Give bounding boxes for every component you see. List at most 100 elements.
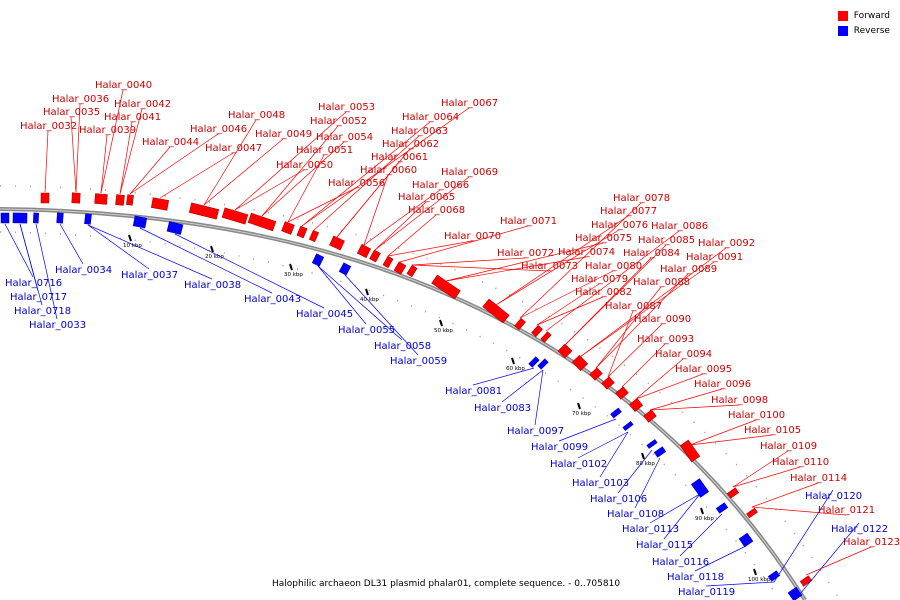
forward-gene-block: [799, 575, 813, 587]
reverse-gene-block: [537, 358, 549, 370]
reverse-leader-line: [694, 545, 747, 572]
forward-leader-line: [234, 169, 305, 211]
reverse-leader-line: [679, 513, 723, 557]
reverse-leader-line: [344, 274, 419, 356]
legend-reverse-label: Reverse: [853, 25, 890, 36]
reverse-gene-block: [738, 532, 754, 548]
forward-leader-line: [689, 434, 773, 446]
reverse-gene-block: [166, 221, 184, 235]
reverse-gene-label: Halar_0097: [507, 426, 564, 437]
reverse-gene-label: Halar_0718: [14, 306, 71, 317]
forward-leader-line: [607, 310, 634, 378]
reverse-gene-label: Halar_0102: [550, 459, 607, 470]
reverse-gene-block: [338, 262, 352, 276]
forward-leader-line: [732, 466, 801, 488]
forward-leader-line: [579, 261, 715, 358]
forward-leader-line: [399, 225, 529, 263]
forward-gene-label: Halar_0091: [686, 252, 743, 263]
forward-gene-label: Halar_0079: [571, 274, 628, 285]
scale-tick: [577, 402, 581, 410]
forward-leader-line: [411, 257, 526, 266]
reverse-gene-label: Halar_0118: [667, 572, 724, 583]
forward-gene-block: [247, 212, 277, 232]
forward-leader-line: [387, 214, 437, 257]
forward-gene-block: [382, 255, 394, 269]
reverse-leader-line: [705, 581, 775, 587]
forward-leader-line: [70, 116, 77, 193]
forward-gene-label: Halar_0044: [142, 137, 199, 148]
scale-label: 10 kbp: [123, 243, 142, 249]
forward-gene-label: Halar_0066: [412, 180, 469, 191]
forward-gene-label: Halar_0088: [633, 277, 690, 288]
forward-gene-label: Halar_0060: [360, 165, 417, 176]
forward-leader-line: [751, 482, 819, 508]
forward-gene-block: [393, 261, 407, 275]
forward-gene-label: Halar_0068: [408, 205, 465, 216]
reverse-gene-label: Halar_0081: [445, 386, 502, 397]
forward-leader-line: [495, 229, 620, 306]
reverse-gene-label: Halar_0103: [572, 478, 629, 489]
forward-leader-line: [545, 230, 680, 332]
reverse-leader-line: [35, 223, 58, 320]
forward-gene-label: Halar_0065: [398, 192, 455, 203]
forward-leader-line: [261, 125, 339, 217]
forward-leader-line: [635, 358, 684, 400]
reverse-gene-block: [132, 215, 148, 229]
forward-gene-label: Halar_0092: [698, 238, 755, 249]
scale-label: 50 kbp: [434, 328, 453, 334]
forward-gene-label: Halar_0121: [818, 505, 875, 516]
reverse-gene-label: Halar_0717: [10, 292, 67, 303]
forward-gene-label: Halar_0074: [558, 247, 615, 258]
forward-gene-block: [369, 249, 381, 263]
legend-reverse: Reverse: [837, 23, 890, 38]
forward-leader-line: [336, 161, 400, 238]
forward-leader-line: [519, 202, 642, 319]
forward-gene-label: Halar_0090: [634, 314, 691, 325]
reverse-gene-label: Halar_0059: [390, 356, 447, 367]
forward-leader-line: [495, 215, 629, 306]
forward-gene-label: Halar_0069: [441, 167, 498, 178]
reverse-leader-line: [634, 457, 661, 509]
scale-label: 90 kbp: [695, 516, 714, 522]
forward-gene-block: [126, 194, 134, 206]
forward-gene-block: [746, 507, 758, 519]
reverse-gene-block: [646, 439, 658, 449]
forward-gene-block: [628, 397, 644, 413]
reverse-leader-line: [472, 367, 535, 386]
reverse-leader-line: [773, 489, 834, 583]
reverse-gene-block: [787, 586, 803, 600]
forward-gene-block: [115, 194, 125, 206]
reverse-leader-line: [87, 224, 213, 280]
reverse-gene-block: [84, 213, 92, 225]
reverse-swatch: [837, 25, 848, 36]
forward-leader-line: [751, 506, 847, 516]
reverse-leader-line: [317, 265, 367, 325]
forward-leader-line: [363, 189, 441, 246]
forward-gene-block: [643, 409, 657, 423]
forward-gene-label: Halar_0040: [95, 80, 152, 91]
scale-label: 80 kbp: [636, 461, 655, 467]
forward-leader-line: [732, 450, 789, 488]
forward-leader-line: [374, 176, 470, 251]
forward-leader-line: [203, 119, 257, 206]
forward-gene-block: [571, 354, 589, 372]
reverse-gene-label: Halar_0034: [55, 265, 112, 276]
scale-label: 20 kbp: [205, 254, 224, 260]
forward-gene-label: Halar_0073: [521, 261, 578, 272]
forward-leader-line: [374, 201, 427, 251]
forward-leader-line: [129, 146, 171, 195]
reverse-gene-label: Halar_0115: [636, 540, 693, 551]
scale-tick: [210, 245, 214, 253]
reverse-gene-block: [622, 421, 634, 431]
forward-gene-block: [94, 193, 108, 205]
forward-gene-label: Halar_0056: [328, 178, 385, 189]
forward-gene-label: Halar_0053: [318, 102, 375, 113]
forward-leader-line: [387, 240, 473, 257]
forward-leader-line: [519, 270, 614, 319]
reverse-gene-block: [690, 478, 710, 498]
forward-leader-line: [287, 187, 357, 223]
forward-gene-block: [329, 235, 345, 251]
reverse-gene-block: [56, 212, 64, 224]
forward-gene-block: [679, 439, 701, 463]
forward-gene-label: Halar_0123: [843, 537, 900, 548]
